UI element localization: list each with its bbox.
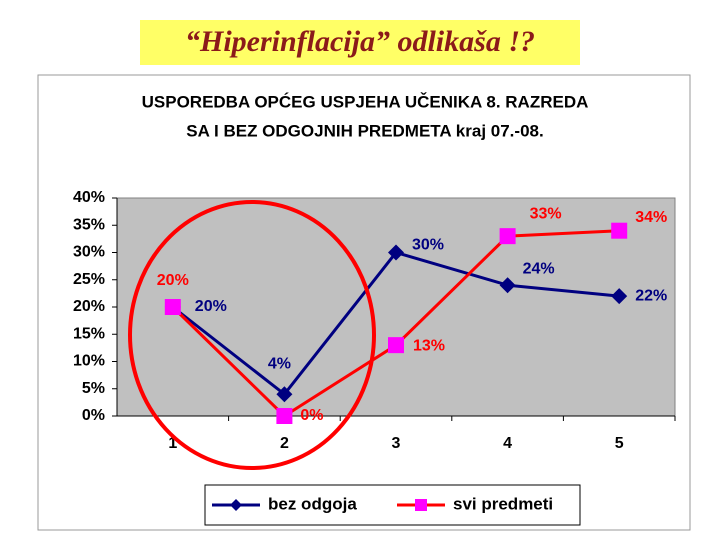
plot: 0% 5% 10% 15% 20% 25% 30% 35% 40% 1 2 3 4 5 20% 4% 30% 24…: [73, 189, 676, 452]
legend-marker: [230, 499, 242, 511]
chart-title-line: SA I BEZ ODGOJNIH PREDMETA kraj 07.-08.: [186, 121, 543, 140]
y-tick-label: 40%: [73, 189, 105, 206]
slide-title: “Hiperinflacija” odlikaša !?: [185, 25, 535, 58]
marker: [611, 222, 628, 239]
data-label: 22%: [635, 287, 667, 304]
title-highlight: [140, 20, 580, 65]
marker: [164, 299, 181, 315]
data-label: 0%: [300, 407, 323, 424]
data-label: 33%: [530, 205, 562, 222]
y-tick-label: 5%: [82, 380, 105, 397]
plot-area: [116, 197, 676, 417]
data-label: 20%: [157, 272, 189, 289]
data-label: 4%: [268, 355, 291, 372]
highlight-ellipse: [128, 200, 376, 470]
legend: bez odgoja svi predmeti: [212, 494, 553, 513]
data-label: 20%: [195, 298, 227, 315]
data-label: 34%: [635, 209, 667, 226]
y-tick-label: 30%: [73, 244, 105, 261]
chart-title-line: USPOREDBA OPĆEG USPJEHA UČENIKA 8. RAZRE…: [142, 92, 589, 111]
marker: [388, 337, 404, 354]
data-label: 13%: [413, 337, 445, 354]
legend-box: [204, 484, 581, 526]
x-tick-label: 4: [503, 435, 512, 452]
y-tick-label: 10%: [73, 353, 105, 370]
x-tick-label: 1: [168, 435, 177, 452]
x-tick-label: 3: [392, 435, 401, 452]
legend-marker: [415, 499, 427, 511]
data-label: 24%: [523, 260, 555, 277]
y-tick-label: 35%: [73, 216, 105, 233]
legend-label: bez odgoja: [268, 494, 357, 513]
data-label: 30%: [412, 237, 444, 254]
marker: [499, 228, 516, 245]
marker: [611, 288, 628, 305]
marker: [499, 277, 516, 294]
marker: [276, 408, 293, 424]
marker: [276, 386, 293, 403]
y-tick-label: 20%: [73, 298, 105, 315]
y-tick-label: 15%: [73, 325, 105, 342]
x-tick-label: 2: [280, 435, 289, 452]
marker: [388, 244, 404, 261]
legend-label: svi predmeti: [453, 494, 553, 513]
x-tick-label: 5: [615, 435, 624, 452]
y-tick-label: 0%: [82, 407, 105, 424]
y-tick-label: 25%: [73, 271, 105, 288]
